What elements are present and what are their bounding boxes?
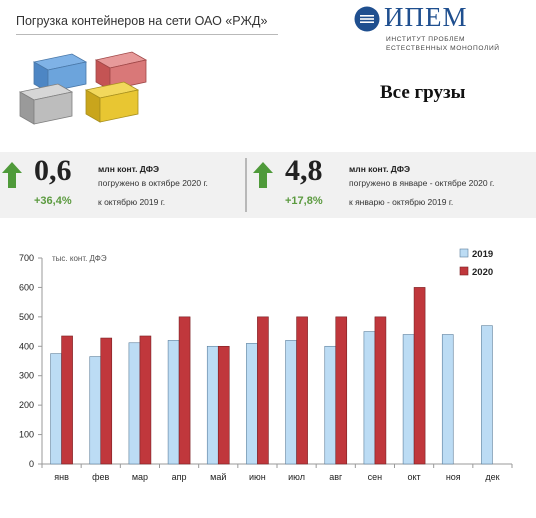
- bar-2019-фев: [89, 356, 102, 465]
- x-tick-label: июн: [249, 472, 266, 482]
- bar-2020-фев: [100, 337, 113, 465]
- legend-swatch-2020: [459, 266, 469, 276]
- bar-2020-июл: [296, 316, 308, 465]
- bar-2019-июн: [246, 343, 258, 465]
- ipem-logo-icon: [354, 6, 380, 32]
- logo-subtitle-line1: ИНСТИТУТ ПРОБЛЕМ: [386, 36, 466, 43]
- bar-2020-апр: [178, 316, 191, 465]
- stats-band: [0, 152, 536, 218]
- bar-2019-май: [206, 345, 219, 465]
- bar-2019-авг: [324, 345, 337, 465]
- bar-2019-сен: [363, 331, 376, 465]
- x-tick-label: июл: [288, 472, 305, 482]
- bar-2019-апр: [167, 340, 180, 465]
- bar-2019-окт: [402, 334, 415, 465]
- y-tick-label: 100: [19, 430, 34, 440]
- bar-2020-янв: [61, 335, 73, 465]
- stat-unit: млн конт. ДФЭ: [349, 164, 411, 174]
- header-divider: [16, 34, 278, 35]
- header-title: Погрузка контейнеров на сети ОАО «РЖД»: [16, 14, 268, 28]
- monthly-bar-chart: 0 100 200 300 400 500 600 700 тыс. конт. ДФЭ янв ф…: [19, 248, 513, 482]
- bar-2020-май: [217, 345, 230, 465]
- y-axis-unit-label: тыс. конт. ДФЭ: [52, 254, 107, 263]
- ipem-logo: ИПЕМ ИНСТИТУТ ПРОБЛЕМ ЕСТЕСТВЕННЫХ МОНОП…: [352, 2, 532, 58]
- x-tick-label: янв: [54, 472, 69, 482]
- legend-label-2019: 2019: [472, 249, 493, 260]
- stat-change: +36,4%: [34, 195, 72, 207]
- x-tick-label: дек: [485, 472, 499, 482]
- bar-2020-окт: [413, 287, 426, 465]
- legend-label-2020: 2020: [472, 267, 493, 278]
- y-tick-label: 300: [19, 371, 34, 381]
- container-icon: [18, 51, 148, 125]
- bar-2020-июн: [257, 316, 269, 465]
- stat-value: 0,6: [34, 154, 72, 187]
- stat-unit: млн конт. ДФЭ: [98, 164, 160, 174]
- stat-comparison: к январю - октябрю 2019 г.: [349, 197, 454, 207]
- stat-description: погружено в январе - октябре 2020 г.: [349, 178, 495, 188]
- bar-2019-ноя: [441, 334, 454, 465]
- bar-2019-дек: [481, 325, 493, 465]
- y-tick-label: 600: [19, 282, 34, 292]
- bar-2019-мар: [128, 342, 141, 465]
- stats-divider: [245, 158, 247, 212]
- x-tick-label: май: [210, 472, 226, 482]
- y-tick-label: 0: [29, 459, 34, 469]
- x-tick-label: сен: [368, 472, 383, 482]
- x-tick-label: ноя: [446, 472, 461, 482]
- stat-october: 0,6 +36,4% млн конт. ДФЭ погружено в окт…: [2, 152, 242, 218]
- x-tick-label: авг: [329, 472, 343, 482]
- logo-subtitle: ИНСТИТУТ ПРОБЛЕМ ЕСТЕСТВЕННЫХ МОНОПОЛИЙ: [386, 35, 500, 53]
- bar-2019-июл: [285, 340, 297, 465]
- x-tick-label: апр: [172, 472, 187, 482]
- x-tick-label: окт: [407, 472, 420, 482]
- y-tick-label: 200: [19, 400, 34, 410]
- up-arrow-icon: [253, 162, 273, 188]
- x-tick-label: мар: [132, 472, 148, 482]
- logo-name: ИПЕМ: [384, 2, 468, 32]
- section-title: Все грузы: [380, 82, 466, 103]
- x-tick-label: фев: [92, 472, 109, 482]
- bar-2020-авг: [335, 316, 348, 465]
- stat-comparison: к октябрю 2019 г.: [98, 197, 166, 207]
- stat-description: погружено в октябре 2020 г.: [98, 178, 208, 188]
- stat-value: 4,8: [285, 154, 323, 187]
- y-tick-label: 700: [19, 253, 34, 263]
- stat-change: +17,8%: [285, 195, 323, 207]
- stat-jan-oct: 4,8 +17,8% млн конт. ДФЭ погружено в янв…: [253, 152, 533, 218]
- bar-2020-сен: [374, 316, 387, 465]
- bar-2019-янв: [50, 353, 62, 465]
- logo-subtitle-line2: ЕСТЕСТВЕННЫХ МОНОПОЛИЙ: [386, 45, 500, 52]
- y-tick-label: 400: [19, 341, 34, 351]
- bar-2020-мар: [139, 335, 152, 465]
- legend-swatch-2019: [459, 248, 469, 258]
- y-tick-label: 500: [19, 312, 34, 322]
- up-arrow-icon: [2, 162, 22, 188]
